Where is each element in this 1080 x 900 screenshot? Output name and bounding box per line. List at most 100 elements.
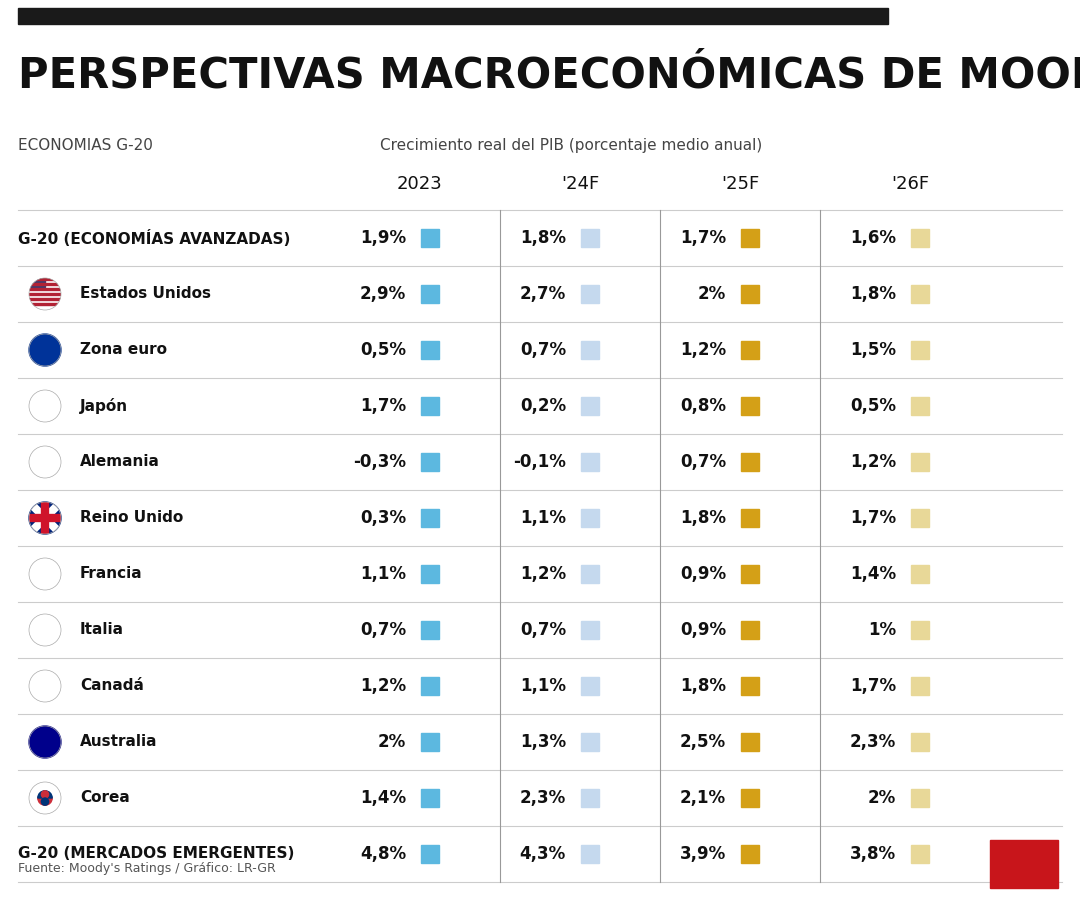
- Bar: [990, 840, 1058, 888]
- Bar: [421, 509, 438, 527]
- Bar: [741, 677, 759, 695]
- Circle shape: [39, 356, 42, 360]
- Circle shape: [29, 390, 60, 422]
- Bar: [581, 285, 599, 303]
- Bar: [581, 733, 599, 751]
- Text: 1,5%: 1,5%: [850, 341, 896, 359]
- Circle shape: [41, 798, 49, 806]
- Text: 1,4%: 1,4%: [850, 565, 896, 583]
- Text: PERSPECTIVAS MACROECONÓMICAS DE MOODY'S: PERSPECTIVAS MACROECONÓMICAS DE MOODY'S: [18, 55, 1080, 97]
- Text: Reino Unido: Reino Unido: [80, 510, 184, 526]
- Text: -0,1%: -0,1%: [513, 453, 566, 471]
- Bar: [912, 509, 929, 527]
- Text: 2,5%: 2,5%: [680, 733, 726, 751]
- Circle shape: [29, 334, 60, 366]
- Circle shape: [39, 340, 42, 343]
- Text: ECONOMIAS G-20: ECONOMIAS G-20: [18, 138, 153, 153]
- Text: Japón: Japón: [80, 398, 129, 414]
- Bar: [421, 677, 438, 695]
- Circle shape: [43, 358, 46, 361]
- Bar: [741, 789, 759, 807]
- Text: '25F: '25F: [720, 175, 759, 193]
- Text: 4,8%: 4,8%: [360, 845, 406, 863]
- Bar: [581, 453, 599, 471]
- Bar: [741, 229, 759, 247]
- Bar: [912, 789, 929, 807]
- Text: 1,2%: 1,2%: [519, 565, 566, 583]
- Text: 0,9%: 0,9%: [680, 621, 726, 639]
- Circle shape: [39, 400, 52, 412]
- Text: 0,5%: 0,5%: [360, 341, 406, 359]
- Circle shape: [50, 734, 53, 738]
- Bar: [741, 285, 759, 303]
- Text: 2,7%: 2,7%: [519, 285, 566, 303]
- Text: 2,1%: 2,1%: [680, 789, 726, 807]
- Bar: [29, 288, 60, 291]
- Bar: [421, 341, 438, 359]
- Bar: [912, 845, 929, 863]
- Text: 0,9%: 0,9%: [680, 565, 726, 583]
- Circle shape: [29, 278, 60, 310]
- Text: 1,4%: 1,4%: [360, 789, 406, 807]
- Text: 1,2%: 1,2%: [360, 677, 406, 695]
- Bar: [29, 302, 60, 305]
- Text: 0,7%: 0,7%: [519, 621, 566, 639]
- Bar: [29, 283, 60, 285]
- Text: 1,6%: 1,6%: [850, 229, 896, 247]
- Bar: [741, 733, 759, 751]
- Text: 1,7%: 1,7%: [850, 509, 896, 527]
- Text: Crecimiento real del PIB (porcentaje medio anual): Crecimiento real del PIB (porcentaje med…: [380, 138, 762, 153]
- Bar: [29, 292, 60, 295]
- Text: 1,8%: 1,8%: [519, 229, 566, 247]
- Bar: [912, 229, 929, 247]
- Text: 0,7%: 0,7%: [360, 621, 406, 639]
- Bar: [581, 509, 599, 527]
- Circle shape: [33, 348, 37, 352]
- Text: 2,3%: 2,3%: [850, 733, 896, 751]
- Text: G-20 (ECONOMÍAS AVANZADAS): G-20 (ECONOMÍAS AVANZADAS): [18, 230, 291, 247]
- Bar: [741, 509, 759, 527]
- Text: 3,8%: 3,8%: [850, 845, 896, 863]
- Circle shape: [49, 356, 52, 360]
- Bar: [29, 298, 60, 301]
- Bar: [741, 341, 759, 359]
- Text: 1,7%: 1,7%: [680, 229, 726, 247]
- Text: 1,7%: 1,7%: [850, 677, 896, 695]
- Text: 1,8%: 1,8%: [680, 677, 726, 695]
- Text: 1,2%: 1,2%: [680, 341, 726, 359]
- Bar: [741, 397, 759, 415]
- Circle shape: [29, 726, 60, 758]
- Bar: [912, 621, 929, 639]
- Circle shape: [49, 340, 52, 343]
- Text: 0,3%: 0,3%: [360, 509, 406, 527]
- Bar: [581, 229, 599, 247]
- Text: 1%: 1%: [868, 621, 896, 639]
- Circle shape: [50, 740, 53, 744]
- Bar: [912, 565, 929, 583]
- Bar: [29, 446, 60, 456]
- Bar: [18, 8, 888, 24]
- Bar: [912, 677, 929, 695]
- Bar: [581, 341, 599, 359]
- Text: LR: LR: [1007, 852, 1041, 876]
- Bar: [581, 397, 599, 415]
- Circle shape: [53, 348, 56, 352]
- Text: Estados Unidos: Estados Unidos: [80, 286, 211, 302]
- Circle shape: [29, 446, 60, 478]
- Bar: [29, 670, 40, 702]
- Bar: [741, 453, 759, 471]
- Circle shape: [33, 731, 45, 742]
- Text: Fuente: Moody's Ratings / Gráfico: LR-GR: Fuente: Moody's Ratings / Gráfico: LR-GR: [18, 862, 275, 875]
- Circle shape: [41, 791, 49, 798]
- Bar: [421, 733, 438, 751]
- Text: 1,1%: 1,1%: [360, 565, 406, 583]
- Text: 1,2%: 1,2%: [850, 453, 896, 471]
- Bar: [912, 285, 929, 303]
- Bar: [741, 845, 759, 863]
- Bar: [912, 453, 929, 471]
- Text: 2,9%: 2,9%: [360, 285, 406, 303]
- Bar: [421, 453, 438, 471]
- Text: 1,1%: 1,1%: [519, 509, 566, 527]
- Bar: [29, 456, 60, 467]
- Text: 2%: 2%: [867, 789, 896, 807]
